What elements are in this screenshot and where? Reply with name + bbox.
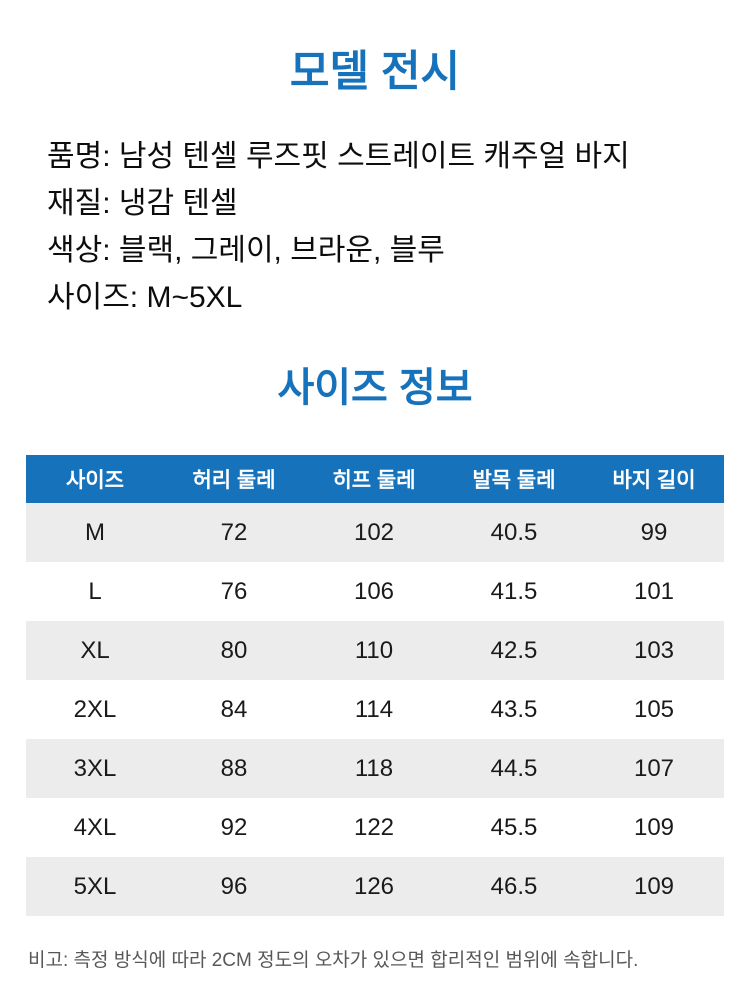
size-table-body: M 72 102 40.5 99 L 76 106 41.5 101 XL 80… [26,503,724,916]
cell-waist: 96 [164,857,304,916]
table-row: 4XL 92 122 45.5 109 [26,798,724,857]
table-header-row: 사이즈 허리 둘레 히프 둘레 발목 둘레 바지 길이 [26,455,724,503]
cell-ankle: 41.5 [444,562,584,621]
size-info-heading: 사이즈 정보 [277,366,473,410]
cell-length: 105 [584,680,724,739]
cell-length: 99 [584,503,724,562]
cell-length: 109 [584,798,724,857]
spec-line-colors: 색상: 블랙, 그레이, 브라운, 블루 [47,234,445,267]
spec-line-sizes: 사이즈: M~5XL [47,281,243,314]
column-header-size: 사이즈 [26,455,164,503]
cell-waist: 92 [164,798,304,857]
cell-size: 2XL [26,680,164,739]
cell-size: 5XL [26,857,164,916]
table-row: XL 80 110 42.5 103 [26,621,724,680]
cell-hip: 110 [304,621,444,680]
cell-size: 4XL [26,798,164,857]
cell-hip: 122 [304,798,444,857]
cell-waist: 72 [164,503,304,562]
cell-hip: 102 [304,503,444,562]
table-row: M 72 102 40.5 99 [26,503,724,562]
cell-length: 107 [584,739,724,798]
table-row: 5XL 96 126 46.5 109 [26,857,724,916]
spec-line-material: 재질: 냉감 텐셀 [47,187,238,220]
cell-hip: 106 [304,562,444,621]
column-header-ankle: 발목 둘레 [444,455,584,503]
cell-hip: 118 [304,739,444,798]
cell-waist: 80 [164,621,304,680]
cell-length: 109 [584,857,724,916]
size-table: 사이즈 허리 둘레 히프 둘레 발목 둘레 바지 길이 M 72 102 40.… [26,455,724,916]
cell-ankle: 42.5 [444,621,584,680]
column-header-hip: 히프 둘레 [304,455,444,503]
cell-size: 3XL [26,739,164,798]
size-table-container: 사이즈 허리 둘레 히프 둘레 발목 둘레 바지 길이 M 72 102 40.… [26,455,724,916]
cell-hip: 126 [304,857,444,916]
cell-size: XL [26,621,164,680]
cell-waist: 84 [164,680,304,739]
cell-waist: 88 [164,739,304,798]
page-title: 모델 전시 [289,48,461,96]
cell-ankle: 46.5 [444,857,584,916]
measurement-note: 비고: 측정 방식에 따라 2CM 정도의 오차가 있으면 합리적인 범위에 속… [28,950,639,971]
product-spec-list: 품명: 남성 텐셀 루즈핏 스트레이트 캐주얼 바지 재질: 냉감 텐셀 색상:… [47,133,727,321]
table-row: 2XL 84 114 43.5 105 [26,680,724,739]
cell-ankle: 44.5 [444,739,584,798]
table-row: L 76 106 41.5 101 [26,562,724,621]
column-header-waist: 허리 둘레 [164,455,304,503]
cell-ankle: 40.5 [444,503,584,562]
column-header-length: 바지 길이 [584,455,724,503]
size-table-header: 사이즈 허리 둘레 히프 둘레 발목 둘레 바지 길이 [26,455,724,503]
cell-hip: 114 [304,680,444,739]
cell-ankle: 45.5 [444,798,584,857]
cell-length: 103 [584,621,724,680]
spec-line-product-name: 품명: 남성 텐셀 루즈핏 스트레이트 캐주얼 바지 [47,140,630,173]
cell-ankle: 43.5 [444,680,584,739]
cell-size: L [26,562,164,621]
cell-length: 101 [584,562,724,621]
cell-size: M [26,503,164,562]
cell-waist: 76 [164,562,304,621]
table-row: 3XL 88 118 44.5 107 [26,739,724,798]
